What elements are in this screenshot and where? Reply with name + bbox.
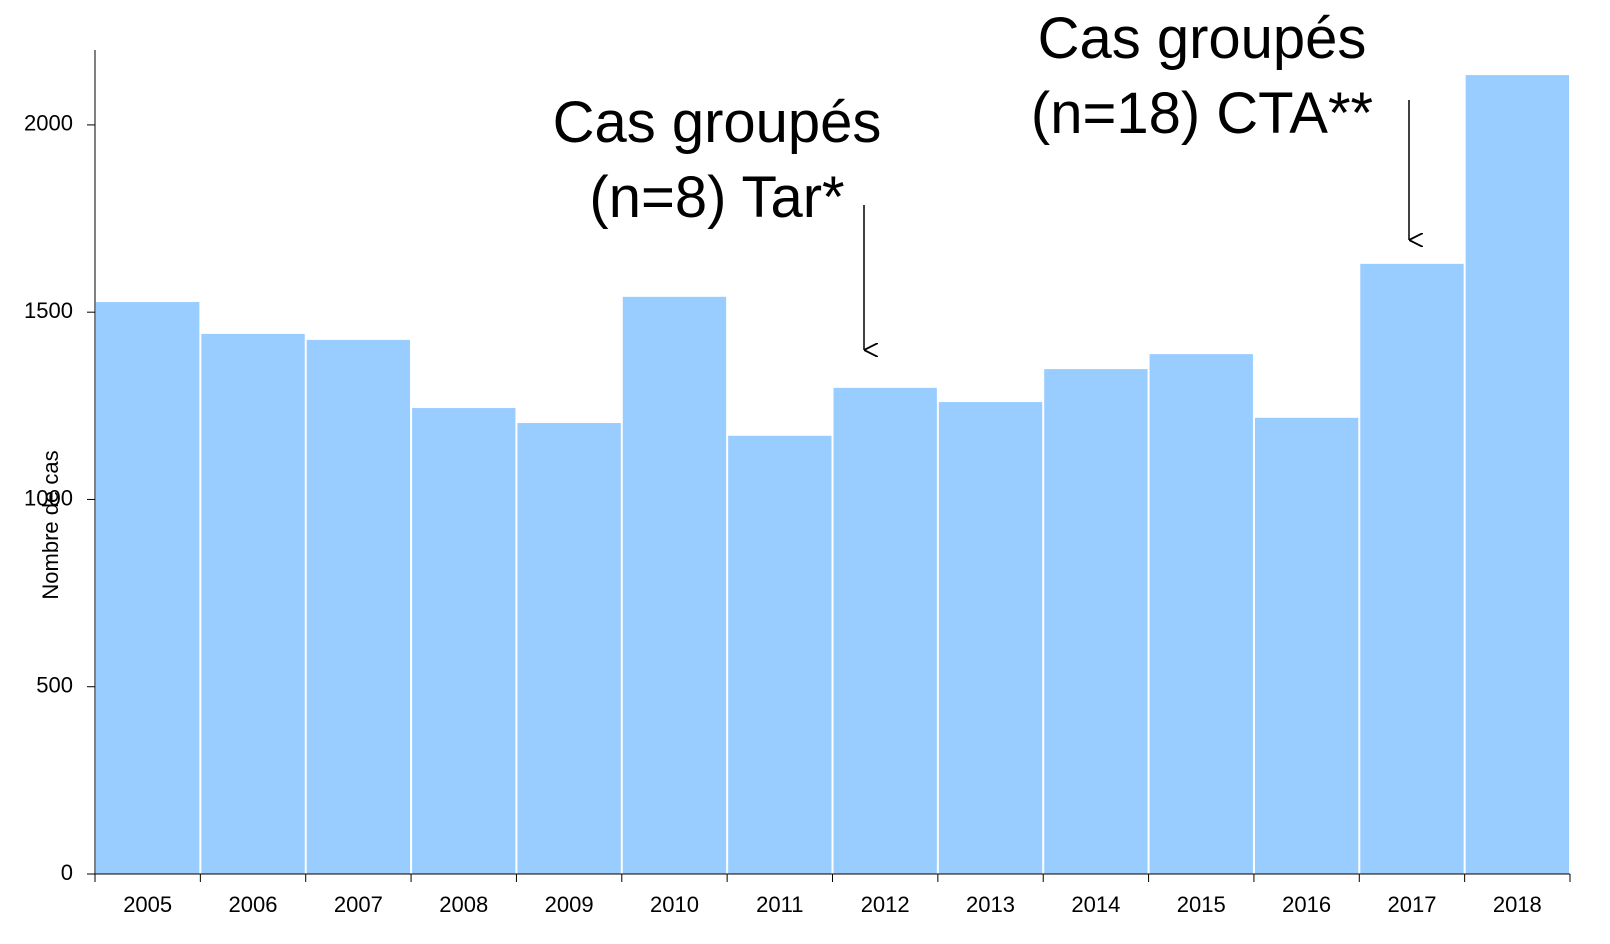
bar bbox=[728, 435, 832, 874]
annotation: (n=8) Tar* bbox=[589, 165, 844, 230]
x-tick-label: 2018 bbox=[1493, 892, 1542, 917]
x-tick-label: 2005 bbox=[123, 892, 172, 917]
x-tick-label: 2011 bbox=[756, 892, 803, 917]
y-tick-label: 2000 bbox=[24, 111, 73, 136]
annotation: Cas groupés bbox=[1038, 6, 1367, 71]
bar bbox=[517, 423, 621, 874]
y-tick-label: 0 bbox=[61, 860, 73, 885]
x-tick-label: 2007 bbox=[334, 892, 383, 917]
x-tick-label: 2012 bbox=[861, 892, 910, 917]
bar bbox=[1465, 75, 1569, 874]
y-axis-label: Nombre de cas bbox=[38, 450, 63, 599]
y-tick-label: 500 bbox=[36, 673, 73, 698]
y-tick-label: 1000 bbox=[24, 485, 73, 510]
bar bbox=[1044, 369, 1148, 874]
bar bbox=[1254, 417, 1359, 874]
x-tick-label: 2006 bbox=[229, 892, 278, 917]
x-tick-label: 2015 bbox=[1177, 892, 1226, 917]
y-tick-label: 1500 bbox=[24, 298, 73, 323]
bar bbox=[201, 333, 305, 874]
x-tick-label: 2017 bbox=[1387, 892, 1436, 917]
x-tick-label: 2014 bbox=[1071, 892, 1120, 917]
bar bbox=[622, 296, 727, 874]
bar bbox=[96, 302, 200, 874]
bar bbox=[1149, 354, 1253, 874]
bar bbox=[412, 408, 516, 874]
bar bbox=[833, 387, 937, 874]
annotation: (n=18) CTA** bbox=[1031, 81, 1373, 146]
x-tick-label: 2013 bbox=[966, 892, 1015, 917]
annotation: Cas groupés bbox=[553, 90, 882, 155]
bar bbox=[1360, 263, 1464, 874]
bar bbox=[306, 339, 411, 874]
x-tick-label: 2010 bbox=[650, 892, 699, 917]
x-tick-label: 2009 bbox=[545, 892, 594, 917]
x-tick-label: 2016 bbox=[1282, 892, 1331, 917]
bar bbox=[938, 402, 1043, 874]
x-tick-label: 2008 bbox=[439, 892, 488, 917]
